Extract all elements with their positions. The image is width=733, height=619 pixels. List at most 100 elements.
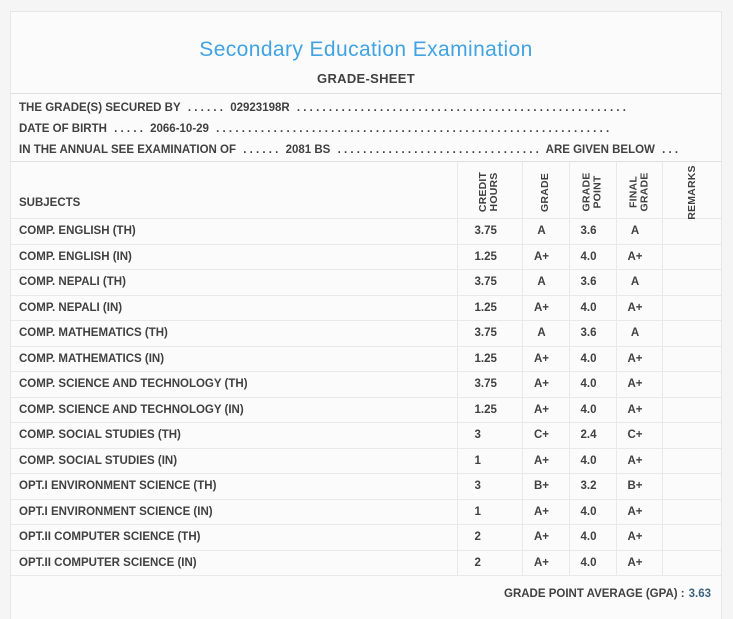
remarks-cell [661, 244, 721, 270]
grade-cell: A [521, 269, 569, 296]
table-row: COMP. ENGLISH (IN) 1.25 A+ 4.0 A+ [11, 244, 721, 270]
subject-cell: COMP. SCIENCE AND TECHNOLOGY (TH) [11, 371, 457, 398]
remarks-cell [661, 371, 721, 398]
subject-cell: COMP. SOCIAL STUDIES (IN) [11, 448, 457, 474]
grade-cell: A+ [521, 499, 569, 525]
credit-hours-cell: 1.25 [456, 397, 522, 423]
candidate-info-section: THE GRADE(S) SECURED BY . . . . . . 0292… [11, 94, 721, 162]
credit-hours-cell: 3 [456, 473, 522, 500]
subject-cell: OPT.I ENVIRONMENT SCIENCE (IN) [11, 499, 457, 525]
table-row: OPT.I ENVIRONMENT SCIENCE (TH) 3 B+ 3.2 … [11, 473, 721, 500]
date-of-birth-line: DATE OF BIRTH . . . . . 2066-10-29 . . .… [19, 119, 713, 140]
subject-cell: COMP. NEPALI (TH) [11, 269, 457, 296]
grade-cell: C+ [521, 422, 569, 449]
grade-point-cell: 2.4 [568, 422, 616, 449]
grade-cell: A [521, 218, 569, 245]
final-grade-cell: A+ [615, 524, 662, 551]
subject-cell: OPT.II COMPUTER SCIENCE (TH) [11, 524, 457, 551]
card-header: Secondary Education Examination GRADE-SH… [11, 12, 721, 94]
final-grade-cell: A+ [615, 550, 662, 576]
final-grade-header-label: FINAL GRADE [626, 172, 650, 212]
table-row: COMP. SCIENCE AND TECHNOLOGY (IN) 1.25 A… [11, 397, 721, 423]
subject-cell: COMP. ENGLISH (TH) [11, 218, 457, 245]
final-grade-cell: A [615, 320, 662, 347]
gpa-summary: GRADE POINT AVERAGE (GPA) :3.63 [11, 576, 721, 600]
table-row: OPT.I ENVIRONMENT SCIENCE (IN) 1 A+ 4.0 … [11, 499, 721, 525]
credit-hours-cell: 1.25 [456, 346, 522, 372]
table-row: COMP. ENGLISH (TH) 3.75 A 3.6 A [11, 218, 721, 245]
credit-hours-cell: 3.75 [456, 371, 522, 398]
table-row: COMP. SOCIAL STUDIES (IN) 1 A+ 4.0 A+ [11, 448, 721, 474]
grade-point-cell: 4.0 [568, 244, 616, 270]
subjects-column-header: SUBJECTS [11, 162, 457, 219]
grade-cell: A+ [521, 448, 569, 474]
subject-cell: OPT.II COMPUTER SCIENCE (IN) [11, 550, 457, 576]
dotted-fill: . . . . . [114, 123, 143, 135]
grade-cell: A+ [521, 524, 569, 551]
grade-point-cell: 3.6 [568, 269, 616, 296]
grade-point-cell: 3.6 [568, 320, 616, 347]
credit-hours-cell: 3.75 [456, 320, 522, 347]
subject-cell: COMP. NEPALI (IN) [11, 295, 457, 321]
subject-cell: OPT.I ENVIRONMENT SCIENCE (TH) [11, 473, 457, 500]
are-given-below-label: ARE GIVEN BELOW [545, 144, 655, 156]
table-row: OPT.II COMPUTER SCIENCE (TH) 2 A+ 4.0 A+ [11, 524, 721, 551]
credit-hours-cell: 1 [456, 448, 522, 474]
grade-cell: A+ [521, 244, 569, 270]
remarks-cell [661, 550, 721, 576]
grade-point-header-label: GRADE POINT [580, 172, 604, 212]
table-row: OPT.II COMPUTER SCIENCE (IN) 2 A+ 4.0 A+ [11, 550, 721, 576]
credit-hours-column-header: CREDIT HOURS [456, 162, 522, 219]
remarks-cell [661, 346, 721, 372]
dotted-fill: . . . . . . . . . . . . . . . . . . . . … [337, 144, 539, 156]
dotted-fill: . . . [662, 144, 679, 156]
grade-cell: A+ [521, 397, 569, 423]
grade-cell: A+ [521, 550, 569, 576]
credit-hours-cell: 1 [456, 499, 522, 525]
grade-cell: A+ [521, 295, 569, 321]
symbol-number-value: 02923198R [230, 102, 290, 114]
credit-hours-cell: 1.25 [456, 295, 522, 321]
final-grade-cell: C+ [615, 422, 662, 449]
remarks-cell [661, 422, 721, 449]
remarks-cell [661, 499, 721, 525]
final-grade-cell: A+ [615, 244, 662, 270]
credit-hours-cell: 3.75 [456, 269, 522, 296]
grade-point-cell: 4.0 [568, 295, 616, 321]
grade-sheet-subtitle: GRADE-SHEET [317, 71, 415, 86]
final-grade-cell: A+ [615, 371, 662, 398]
grade-cell: A+ [521, 346, 569, 372]
subject-cell: COMP. MATHEMATICS (TH) [11, 320, 457, 347]
remarks-cell [661, 397, 721, 423]
final-grade-cell: A [615, 218, 662, 245]
table-row: COMP. MATHEMATICS (TH) 3.75 A 3.6 A [11, 320, 721, 347]
credit-hours-cell: 3 [456, 422, 522, 449]
examination-year-line: IN THE ANNUAL SEE EXAMINATION OF . . . .… [19, 140, 713, 161]
grade-cell: A+ [521, 371, 569, 398]
grade-header-label: GRADE [538, 172, 551, 212]
table-row: COMP. SOCIAL STUDIES (TH) 3 C+ 2.4 C+ [11, 422, 721, 449]
grade-point-cell: 4.0 [568, 499, 616, 525]
grades-secured-label: THE GRADE(S) SECURED BY [19, 102, 181, 114]
remarks-cell [661, 218, 721, 245]
grade-point-column-header: GRADE POINT [568, 162, 616, 219]
remarks-cell [661, 269, 721, 296]
date-of-birth-label: DATE OF BIRTH [19, 123, 107, 135]
credit-hours-cell: 2 [456, 524, 522, 551]
remarks-cell [661, 473, 721, 500]
final-grade-cell: A+ [615, 448, 662, 474]
dotted-fill: . . . . . . . . . . . . . . . . . . . . … [296, 102, 626, 114]
table-header-row: SUBJECTS CREDIT HOURS GRADE GRADE POINT … [11, 162, 721, 219]
grade-point-cell: 4.0 [568, 371, 616, 398]
grades-table: SUBJECTS CREDIT HOURS GRADE GRADE POINT … [11, 162, 721, 576]
gpa-label: GRADE POINT AVERAGE (GPA) : [504, 588, 685, 600]
gpa-value: 3.63 [688, 588, 711, 600]
subject-cell: COMP. MATHEMATICS (IN) [11, 346, 457, 372]
grades-secured-line: THE GRADE(S) SECURED BY . . . . . . 0292… [19, 98, 713, 119]
subject-cell: COMP. SOCIAL STUDIES (TH) [11, 422, 457, 449]
grade-sheet-card: Secondary Education Examination GRADE-SH… [10, 11, 722, 619]
grade-point-cell: 3.6 [568, 218, 616, 245]
final-grade-cell: A+ [615, 295, 662, 321]
dotted-fill: . . . . . . [243, 144, 279, 156]
grade-point-cell: 4.0 [568, 397, 616, 423]
